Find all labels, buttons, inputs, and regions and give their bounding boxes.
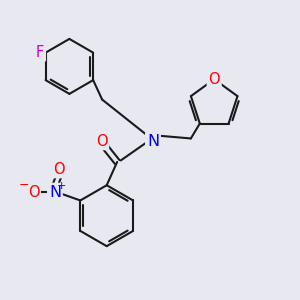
Text: F: F	[36, 45, 44, 60]
Text: O: O	[208, 72, 220, 87]
Text: +: +	[57, 181, 66, 190]
Text: N: N	[147, 134, 159, 148]
Text: N: N	[49, 184, 61, 200]
Text: −: −	[18, 179, 29, 192]
Text: O: O	[28, 184, 39, 200]
Text: O: O	[96, 134, 107, 148]
Text: O: O	[54, 162, 65, 177]
